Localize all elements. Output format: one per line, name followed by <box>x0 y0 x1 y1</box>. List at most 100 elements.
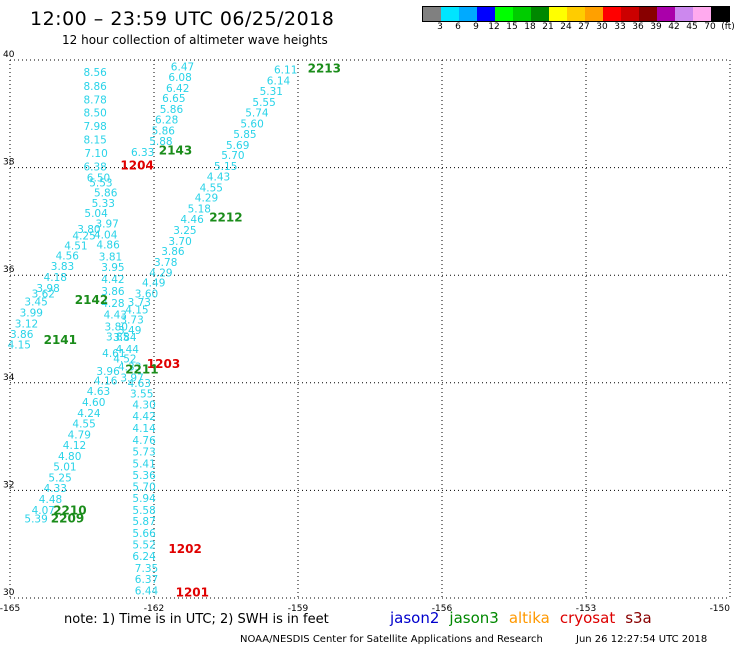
wave-height-value: 5.94 <box>132 493 156 505</box>
lat-tick-label: 36 <box>3 265 15 275</box>
wave-height-value: 6.47 <box>171 61 194 73</box>
color-swatch <box>711 7 729 21</box>
wave-height-value: 6.65 <box>162 93 185 105</box>
wave-height-value: 3.70 <box>168 236 191 248</box>
wave-height-value: 4.63 <box>87 386 110 398</box>
wave-height-value: 3.60 <box>135 288 158 300</box>
color-scale-label: 33 <box>614 22 626 32</box>
pass-time-label: 2211 <box>125 362 158 376</box>
wave-height-value: 5.87 <box>132 516 155 528</box>
color-scale-label: 30 <box>596 22 608 32</box>
wave-height-value: 5.39 <box>24 513 47 525</box>
wave-height-value: 5.69 <box>226 140 249 152</box>
wave-height-value: 5.53 <box>89 178 112 190</box>
wave-height-value: 8.50 <box>83 108 106 120</box>
wave-height-value: 6.50 <box>87 172 110 184</box>
satellite-label: cryosat <box>559 609 616 627</box>
color-swatch <box>585 7 603 21</box>
wave-height-value: 4.60 <box>82 397 105 409</box>
wave-height-value: 4.15 <box>125 305 148 317</box>
wave-height-value: 3.73 <box>128 297 151 309</box>
wave-height-value: 3.86 <box>10 329 34 341</box>
wave-height-value: 4.63 <box>128 378 151 390</box>
wave-height-value: 3.80 <box>105 321 128 333</box>
wave-height-value: 4.52 <box>113 354 136 366</box>
lat-tick-label: 38 <box>3 158 15 168</box>
lon-tick-label: -156 <box>432 604 453 614</box>
wave-height-value: 4.33 <box>118 362 141 374</box>
wave-height-value: 6.38 <box>83 162 106 174</box>
pass-time-label: 1201 <box>176 586 209 600</box>
wave-height-value: 6.28 <box>155 115 178 127</box>
wave-height-value: 4.43 <box>207 172 230 184</box>
wave-height-value: 5.18 <box>188 203 211 215</box>
pass-time-label: 1203 <box>147 357 180 371</box>
wave-height-value: 4.55 <box>72 419 95 431</box>
color-scale-label: 42 <box>668 22 680 32</box>
wave-height-value: 5.36 <box>132 470 156 482</box>
wave-height-value: 3.97 <box>120 372 143 384</box>
pass-time-label: 2142 <box>75 293 108 307</box>
color-scale-label: 15 <box>506 22 518 32</box>
color-scale-label: 21 <box>542 22 554 32</box>
wave-height-value: 8.15 <box>83 135 106 147</box>
credit-text: NOAA/NESDIS Center for Satellite Applica… <box>240 634 543 645</box>
wave-height-value: 3.81 <box>99 251 122 263</box>
wave-height-value: 7.35 <box>135 563 158 575</box>
wave-height-value: 4.49 <box>142 278 165 290</box>
wave-height-value: 8.86 <box>83 81 107 93</box>
wave-height-value: 4.15 <box>8 340 31 352</box>
lat-tick-label: 32 <box>3 480 14 490</box>
wave-height-value: 5.41 <box>132 459 155 471</box>
wave-height-value: 6.33 <box>131 147 154 159</box>
color-scale-label: 27 <box>578 22 590 32</box>
wave-height-value: 5.60 <box>240 118 263 130</box>
wave-height-value: 3.62 <box>32 288 55 300</box>
satellite-label: jason2 <box>390 609 440 627</box>
color-swatch <box>621 7 639 21</box>
color-swatch <box>549 7 567 21</box>
wave-height-value: 5.33 <box>92 198 115 210</box>
lon-tick-label: -165 <box>0 604 20 614</box>
wave-height-value: 4.30 <box>132 399 155 411</box>
color-scale-label: 18 <box>524 22 536 32</box>
color-swatch <box>567 7 585 21</box>
wave-height-value: 4.12 <box>63 440 86 452</box>
color-swatch <box>513 7 531 21</box>
color-scale-label: 45 <box>686 22 698 32</box>
color-swatch <box>495 7 513 21</box>
wave-height-value: 5.70 <box>221 150 244 162</box>
wave-height-value: 4.48 <box>39 494 62 506</box>
page-title: 12:00 – 23:59 UTC 06/25/2018 <box>30 8 335 30</box>
lat-tick-label: 30 <box>3 588 15 598</box>
wave-height-value: 3.99 <box>20 307 43 319</box>
wave-height-value: 8.78 <box>83 94 106 106</box>
lon-tick-label: -150 <box>710 604 731 614</box>
wave-height-value: 7.98 <box>83 121 106 133</box>
wave-height-value: 4.51 <box>64 241 87 253</box>
wave-height-value: 3.86 <box>101 286 125 298</box>
lon-tick-label: -159 <box>288 604 309 614</box>
wave-height-value: 4.25 <box>72 230 95 242</box>
pass-time-label: 2212 <box>209 211 242 225</box>
color-swatch <box>441 7 459 21</box>
wave-height-value: 5.88 <box>149 136 172 148</box>
map-grid <box>9 59 731 599</box>
wave-height-value: 6.44 <box>135 585 159 597</box>
wave-height-value: 4.56 <box>56 250 80 262</box>
color-scale-label: 9 <box>473 22 479 32</box>
wave-height-value: 5.04 <box>84 208 108 220</box>
color-scale-label: 39 <box>650 22 662 32</box>
color-scale-label: 36 <box>632 22 644 32</box>
satellite-label: s3a <box>625 609 652 627</box>
pass-time-label: 2209 <box>51 511 84 525</box>
wave-height-value: 5.70 <box>132 482 155 494</box>
wave-height-value: 6.14 <box>267 75 291 87</box>
wave-height-value: 3.96 <box>96 366 120 378</box>
wave-height-value: 6.11 <box>274 65 297 77</box>
wave-height-value: 3.12 <box>15 319 38 331</box>
wave-height-value: 4.86 <box>96 240 120 252</box>
color-swatch <box>639 7 657 21</box>
